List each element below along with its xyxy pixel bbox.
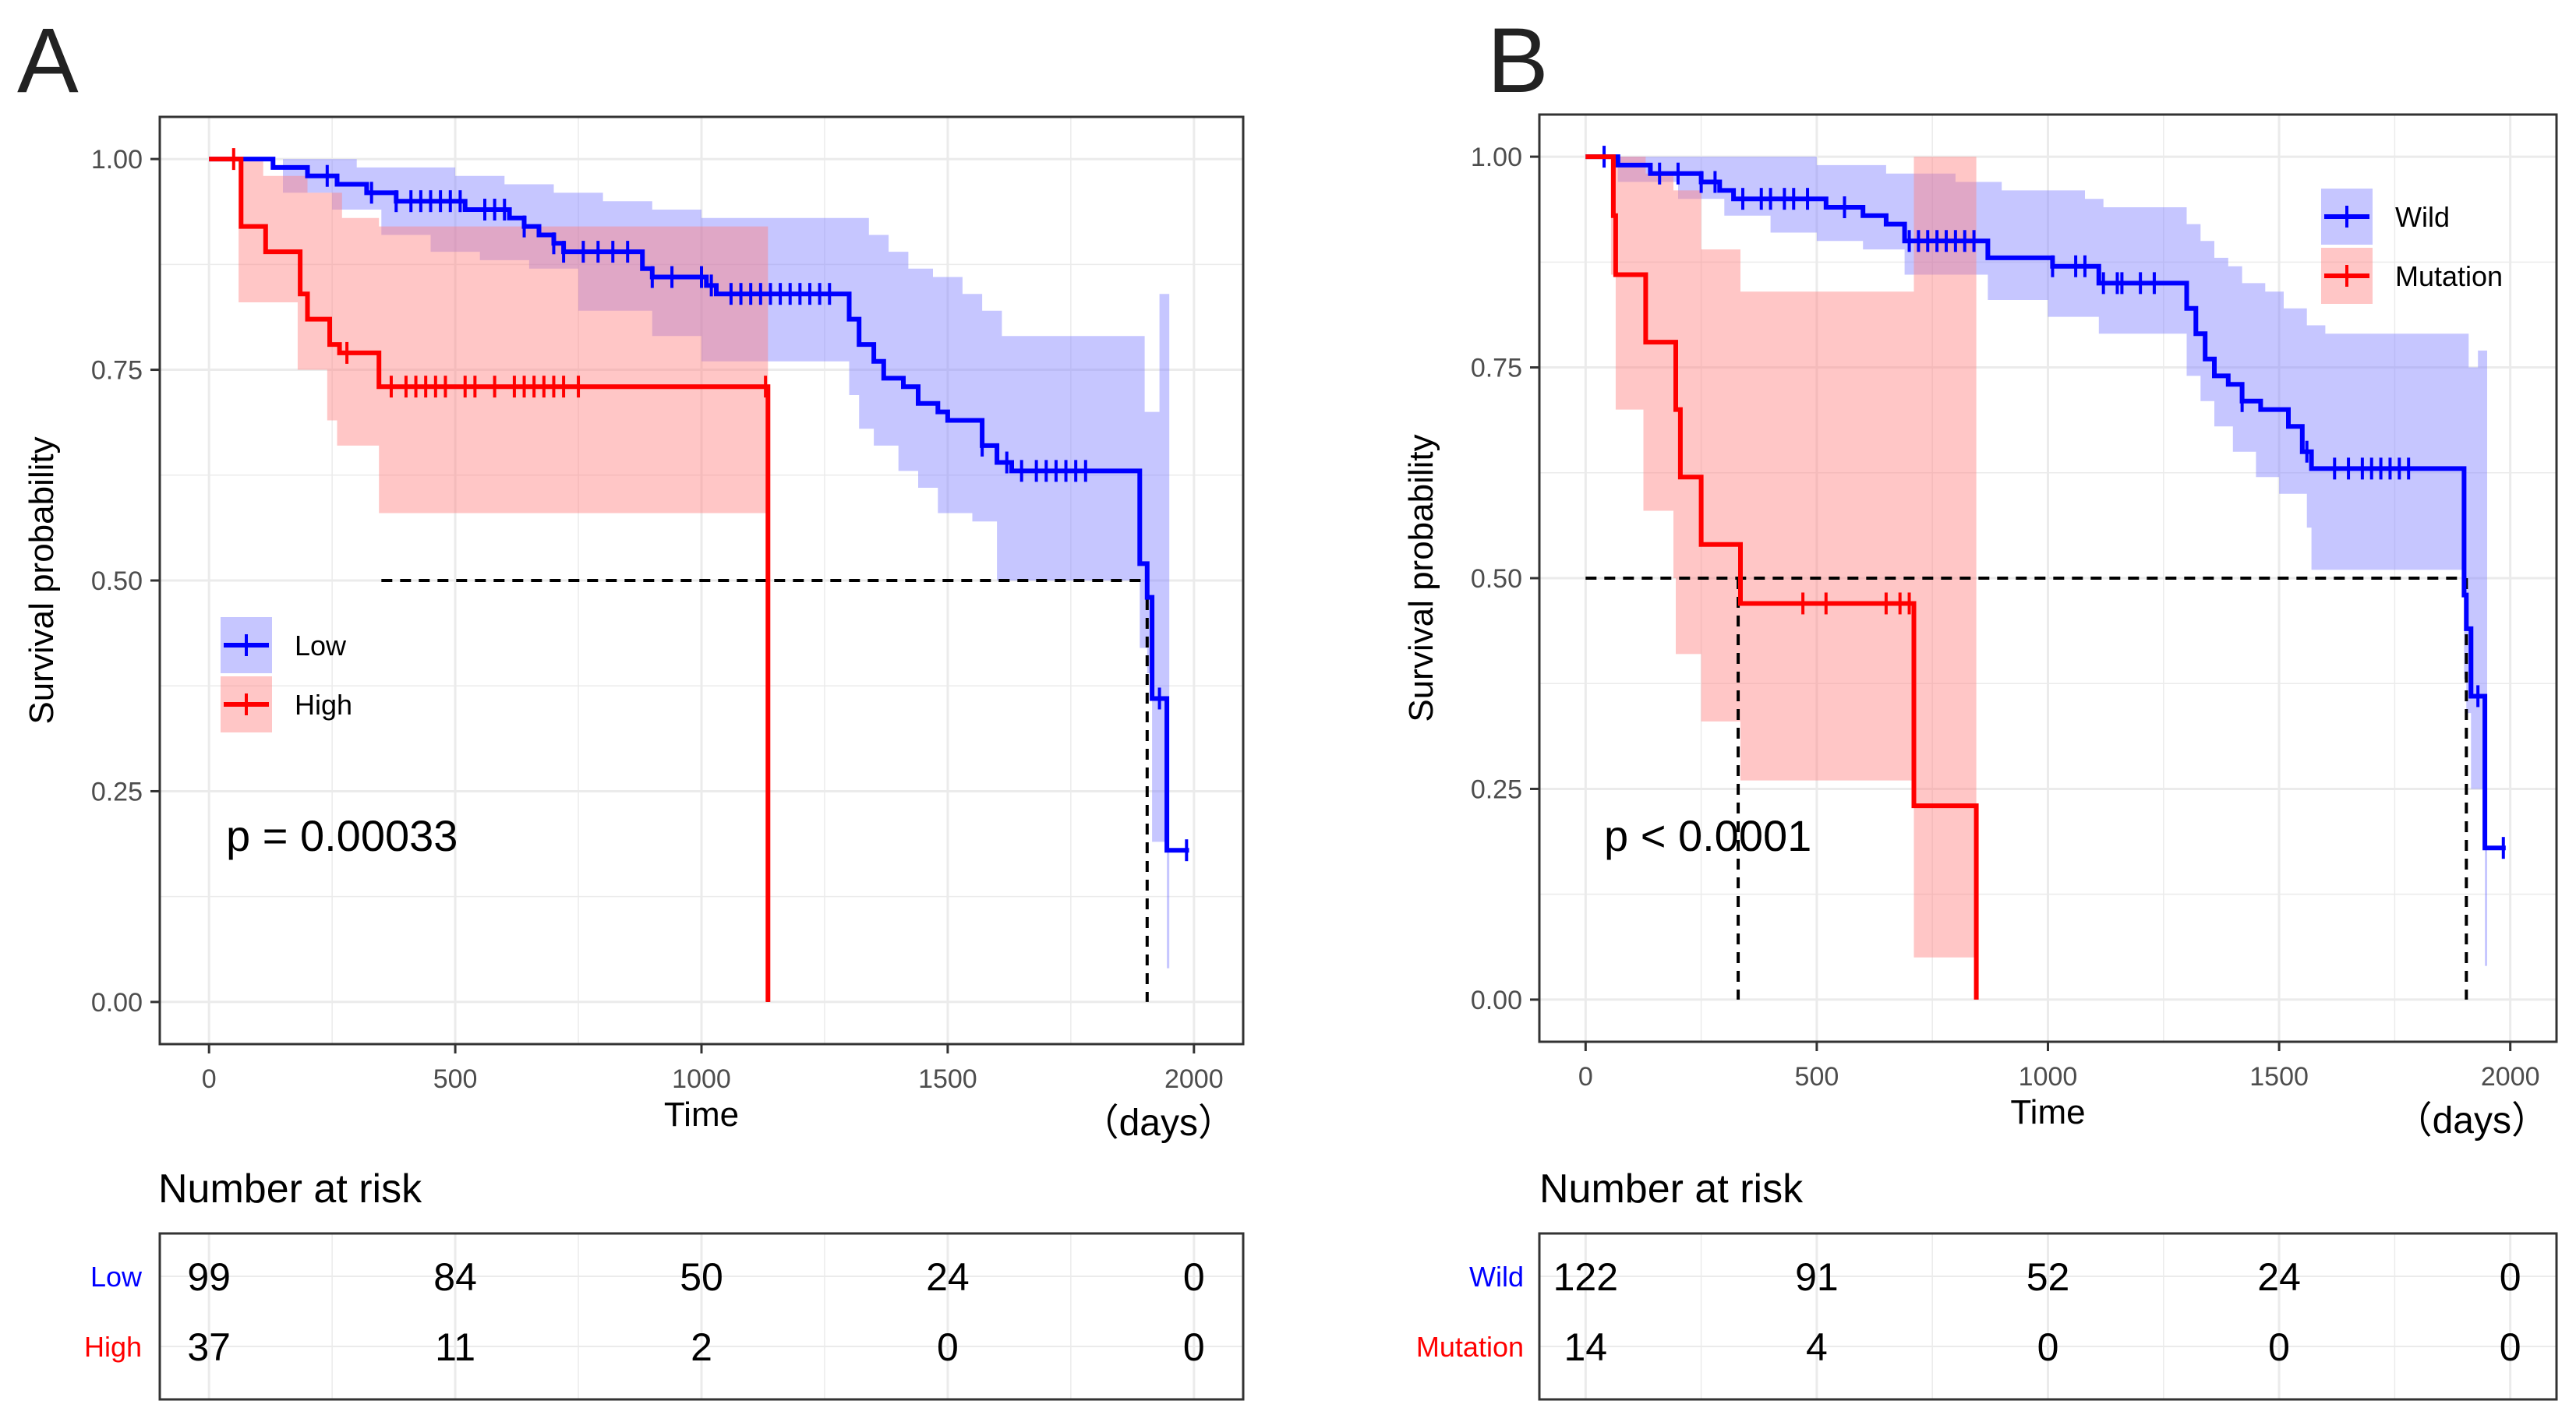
y-tick-label: 0.00 <box>91 988 143 1018</box>
risk-value: 24 <box>2257 1255 2301 1299</box>
legend-label-high: High <box>295 689 352 721</box>
risk-table: Number at risk Low 99 84 50 24 0 High 37 11 2 0 0 <box>84 1166 1245 1401</box>
ci-band-low <box>209 159 1170 969</box>
p-value: p < 0.0001 <box>1604 811 1811 860</box>
legend: Low High <box>221 617 352 732</box>
risk-table: Number at risk Wild 122 91 52 24 0 Mutation 14 4 0… <box>1416 1166 2558 1401</box>
risk-value: 0 <box>2037 1325 2059 1369</box>
x-tick-label: 2000 <box>2481 1062 2540 1092</box>
y-axis-title: Survival probability <box>1402 434 1440 722</box>
y-tick-label: 0.00 <box>1471 986 1522 1015</box>
risk-value: 2 <box>691 1325 712 1369</box>
survival-curve-high <box>209 157 771 1002</box>
panel-label: A <box>17 9 79 112</box>
risk-value: 99 <box>187 1255 231 1299</box>
y-tick-label: 0.75 <box>91 356 143 386</box>
risk-value: 84 <box>433 1255 477 1299</box>
risk-table-title: Number at risk <box>158 1166 422 1212</box>
x-tick-label: 500 <box>433 1064 478 1094</box>
x-tick-label: 1000 <box>2019 1062 2078 1092</box>
survival-curve-mutation <box>1585 154 1979 1000</box>
risk-value: 91 <box>1795 1255 1839 1299</box>
risk-value: 0 <box>2500 1325 2521 1369</box>
x-axis-title: Time <box>2010 1093 2085 1131</box>
x-axis-title: Time <box>664 1096 739 1134</box>
risk-row-label-wild: Wild <box>1469 1261 1524 1293</box>
risk-value: 122 <box>1553 1255 1618 1299</box>
x-axis-unit: （days） <box>2395 1100 2549 1142</box>
x-tick-label: 1500 <box>918 1064 977 1094</box>
x-tick-label: 1000 <box>672 1064 731 1094</box>
risk-table-title: Number at risk <box>1539 1166 1804 1212</box>
y-tick-label: 0.50 <box>1471 564 1522 594</box>
legend-label-low: Low <box>295 630 347 662</box>
x-tick-label: 2000 <box>1164 1064 1224 1094</box>
panel-label: B <box>1487 9 1549 112</box>
legend: Wild Mutation <box>2321 189 2503 304</box>
risk-row-label-low: Low <box>90 1261 143 1293</box>
risk-value: 14 <box>1564 1325 1608 1369</box>
risk-table-border <box>1538 1232 2558 1401</box>
gridlines <box>160 117 1243 1044</box>
y-tick-label: 1.00 <box>1471 143 1522 172</box>
x-tick-label: 0 <box>1578 1062 1593 1092</box>
risk-value: 24 <box>926 1255 970 1299</box>
risk-value: 52 <box>2027 1255 2070 1299</box>
ci-band-wild <box>1585 157 2487 966</box>
ci-band-mutation <box>1585 157 1977 958</box>
survival-curve-low <box>209 157 1189 853</box>
y-tick-label: 0.50 <box>91 566 143 596</box>
risk-value: 0 <box>937 1325 959 1369</box>
legend-label-wild: Wild <box>2395 201 2450 233</box>
x-tick-label: 1500 <box>2249 1062 2309 1092</box>
risk-row-label-high: High <box>84 1331 142 1363</box>
y-tick-label: 0.25 <box>1471 775 1522 804</box>
risk-value: 11 <box>435 1325 475 1369</box>
x-axis-unit: （days） <box>1082 1103 1235 1144</box>
risk-value: 0 <box>2500 1255 2521 1299</box>
risk-value: 37 <box>187 1325 231 1369</box>
risk-table-border <box>158 1232 1245 1401</box>
km-panel-b: B 0.00 0.25 0.50 0.75 1.00 0 500 1000 1500 2000 Tim… <box>1402 9 2558 1401</box>
y-axis-title: Survival probability <box>23 436 61 724</box>
risk-value: 4 <box>1806 1325 1828 1369</box>
legend-label-mutation: Mutation <box>2395 260 2503 292</box>
x-tick-label: 500 <box>1795 1062 1839 1092</box>
y-tick-label: 0.25 <box>91 777 143 806</box>
x-tick-label: 0 <box>202 1064 217 1094</box>
km-panel-a: A0.000.250.500.751.000 500 1000 1500 2000Tim… <box>17 9 1245 1401</box>
risk-value: 0 <box>1183 1255 1205 1299</box>
risk-value: 50 <box>680 1255 723 1299</box>
y-tick-label: 0.75 <box>1471 354 1522 383</box>
y-tick-label: 1.00 <box>91 145 143 175</box>
p-value: p = 0.00033 <box>226 811 458 860</box>
risk-value: 0 <box>2268 1325 2290 1369</box>
risk-value: 0 <box>1183 1325 1205 1369</box>
risk-row-label-mutation: Mutation <box>1416 1331 1524 1363</box>
